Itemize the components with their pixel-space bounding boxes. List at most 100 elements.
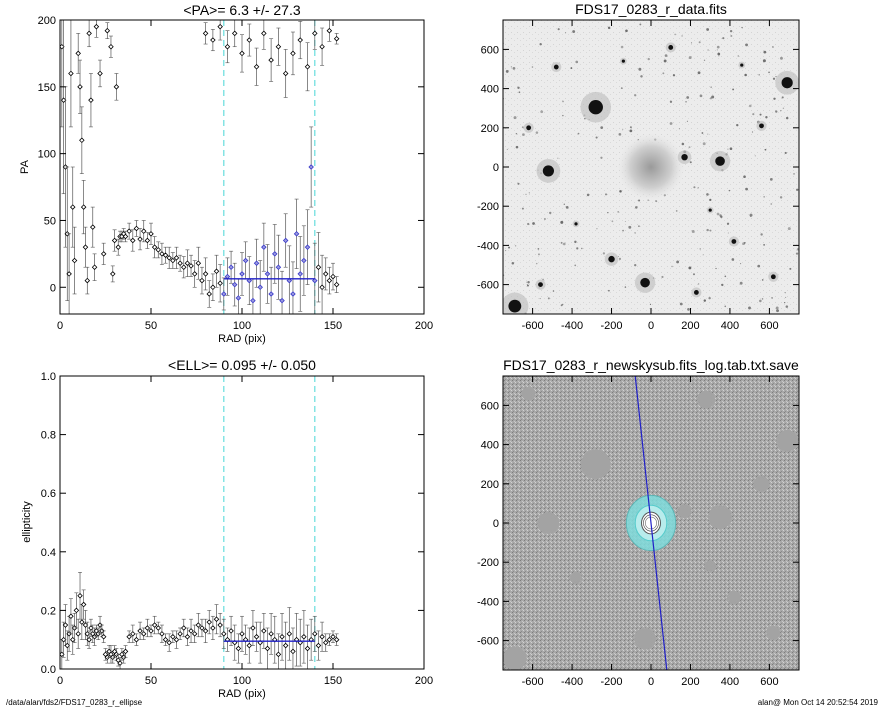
background-speck bbox=[784, 302, 786, 304]
background-speck bbox=[662, 72, 665, 75]
pa-point bbox=[210, 37, 216, 43]
pa-point bbox=[253, 260, 260, 266]
background-speck bbox=[617, 210, 620, 213]
pa-xlabel: RAD (pix) bbox=[218, 333, 266, 345]
background-speck bbox=[751, 131, 754, 133]
background-speck bbox=[727, 148, 729, 150]
pa-point bbox=[206, 291, 213, 297]
ellipticity-point bbox=[86, 636, 92, 643]
background-speck bbox=[634, 94, 637, 97]
background-speck bbox=[664, 54, 668, 57]
pa-point bbox=[82, 244, 89, 250]
ellipticity-ytick-label: 1.0 bbox=[41, 371, 56, 383]
ellipticity-plot-area bbox=[60, 376, 340, 669]
pa-point bbox=[319, 284, 325, 291]
background-speck bbox=[521, 207, 524, 210]
ellipticity-point bbox=[69, 636, 76, 643]
ellipticity-point bbox=[235, 645, 242, 652]
background-speck bbox=[697, 283, 700, 285]
data-image-panel: FDS17_0283_r_data.fits -600 -400 -200 0 200 4… bbox=[477, 1, 800, 332]
pa-point bbox=[177, 260, 183, 266]
ellipticity-point bbox=[151, 622, 158, 628]
pa-point bbox=[239, 50, 245, 57]
background-speck bbox=[769, 178, 773, 181]
pa-point bbox=[191, 271, 198, 277]
background-speck bbox=[552, 290, 555, 292]
background-speck bbox=[672, 74, 676, 77]
background-speck bbox=[575, 60, 579, 64]
background-speck bbox=[607, 211, 609, 214]
pa-point bbox=[333, 281, 340, 288]
background-speck bbox=[624, 221, 626, 223]
pa-point bbox=[162, 252, 169, 258]
background-speck bbox=[762, 59, 766, 63]
pa-point bbox=[217, 280, 223, 287]
background-speck bbox=[640, 75, 643, 78]
pa-point bbox=[224, 43, 231, 50]
ellipticity-point bbox=[162, 636, 169, 643]
pa-point bbox=[88, 97, 94, 103]
ellipticity-ylabel: ellipticity bbox=[21, 501, 33, 543]
pa-point bbox=[282, 70, 289, 77]
background-speck bbox=[709, 97, 713, 100]
background-speck bbox=[560, 241, 563, 244]
skysub-image-xtick-label: -200 bbox=[601, 676, 623, 688]
pa-point bbox=[140, 228, 147, 234]
ellipticity-point bbox=[239, 631, 245, 637]
pa-xtick-label: 200 bbox=[415, 320, 433, 332]
pa-point bbox=[279, 297, 285, 304]
background-speck bbox=[702, 254, 704, 256]
pa-xtick-label: 100 bbox=[233, 320, 251, 332]
background-speck bbox=[716, 49, 718, 51]
pa-point bbox=[213, 268, 220, 275]
background-speck bbox=[517, 182, 520, 185]
data-image-sources bbox=[503, 23, 799, 314]
background-speck bbox=[596, 228, 598, 230]
background-speck bbox=[678, 128, 680, 130]
background-speck bbox=[562, 303, 564, 306]
background-speck bbox=[526, 281, 528, 283]
mask-region bbox=[570, 571, 582, 584]
pa-point bbox=[275, 264, 282, 270]
skysub-image-ytick-label: -200 bbox=[477, 557, 499, 569]
background-speck bbox=[532, 222, 535, 225]
pa-point bbox=[137, 236, 143, 242]
background-speck bbox=[619, 189, 622, 193]
background-speck bbox=[560, 304, 563, 307]
pa-point bbox=[308, 164, 314, 170]
background-speck bbox=[697, 187, 699, 189]
footer-path: /data/alan/fds2/FDS17_0283_r_ellipse bbox=[6, 698, 143, 707]
data-image-ytick-label: -400 bbox=[477, 240, 499, 252]
background-speck bbox=[517, 86, 520, 89]
background-speck bbox=[739, 281, 743, 285]
background-speck bbox=[692, 273, 695, 276]
data-image-ytick-label: -600 bbox=[477, 280, 499, 292]
ellipticity-point bbox=[268, 631, 274, 637]
background-speck bbox=[706, 28, 710, 31]
background-speck bbox=[745, 187, 748, 191]
ellipticity-point bbox=[304, 645, 311, 652]
background-speck bbox=[772, 46, 774, 48]
background-speck bbox=[688, 56, 692, 59]
data-image-ytick-label: 200 bbox=[481, 123, 499, 135]
data-image-xtick-label: 600 bbox=[760, 320, 778, 332]
background-speck bbox=[689, 161, 692, 164]
skysub-image-ytick-label: 200 bbox=[481, 479, 499, 491]
background-speck bbox=[760, 233, 763, 236]
pa-ytick-label: 200 bbox=[38, 15, 56, 27]
background-speck bbox=[784, 151, 787, 155]
background-speck bbox=[512, 66, 516, 70]
ellipticity-point bbox=[246, 642, 253, 649]
pa-point bbox=[231, 30, 238, 37]
background-speck bbox=[724, 275, 727, 278]
mask-region bbox=[697, 390, 716, 409]
pa-point bbox=[297, 271, 304, 277]
pa-point bbox=[151, 244, 158, 250]
pa-point bbox=[297, 37, 304, 43]
pa-point bbox=[322, 271, 329, 277]
background-speck bbox=[742, 242, 746, 245]
isophote-ellipse-core-2 bbox=[643, 514, 659, 532]
pa-point bbox=[301, 257, 307, 264]
pa-chart-title: <PA>= 6.3 +/- 27.3 bbox=[183, 2, 300, 18]
background-speck bbox=[527, 222, 530, 226]
